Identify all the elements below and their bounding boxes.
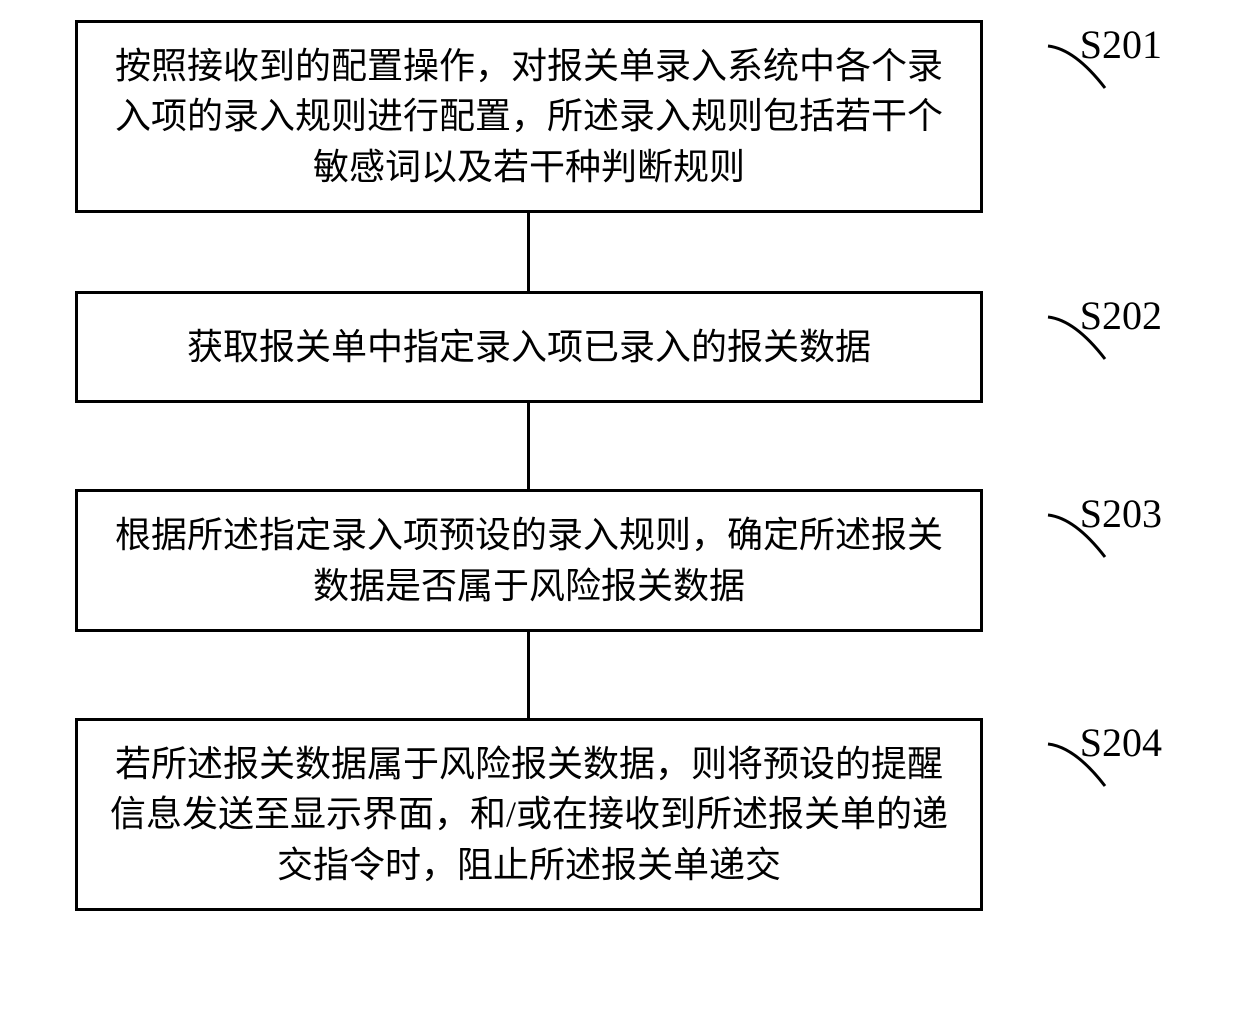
flowchart-step-S201: 按照接收到的配置操作，对报关单录入系统中各个录入项的录入规则进行配置，所述录入规… (75, 20, 983, 213)
step-text: 若所述报关数据属于风险报关数据，则将预设的提醒信息发送至显示界面，和/或在接收到… (108, 739, 950, 890)
label-pointer-curve (1045, 43, 1115, 93)
flowchart-container: 按照接收到的配置操作，对报关单录入系统中各个录入项的录入规则进行配置，所述录入规… (75, 20, 1165, 911)
connector-line (527, 403, 530, 489)
label-pointer-curve (1045, 741, 1115, 791)
connector-line (527, 213, 530, 291)
flowchart-step-S204: 若所述报关数据属于风险报关数据，则将预设的提醒信息发送至显示界面，和/或在接收到… (75, 718, 983, 911)
flowchart-step-S202: 获取报关单中指定录入项已录入的报关数据S202 (75, 291, 983, 403)
step-text: 按照接收到的配置操作，对报关单录入系统中各个录入项的录入规则进行配置，所述录入规… (108, 41, 950, 192)
flowchart-step-S203: 根据所述指定录入项预设的录入规则，确定所述报关数据是否属于风险报关数据S203 (75, 489, 983, 632)
connector-line (527, 632, 530, 718)
label-pointer-curve (1045, 512, 1115, 562)
step-text: 获取报关单中指定录入项已录入的报关数据 (187, 322, 871, 372)
label-pointer-curve (1045, 314, 1115, 364)
step-text: 根据所述指定录入项预设的录入规则，确定所述报关数据是否属于风险报关数据 (108, 510, 950, 611)
